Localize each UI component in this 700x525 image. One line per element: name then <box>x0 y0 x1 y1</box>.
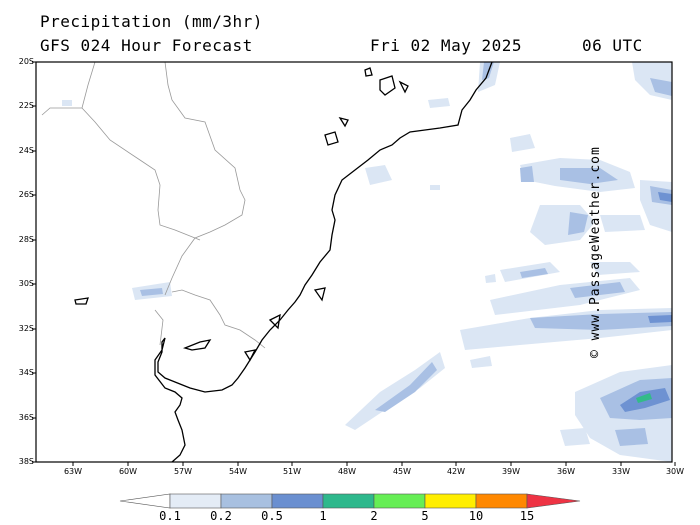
lon-label: 57W <box>173 467 193 476</box>
lon-label: 48W <box>337 467 357 476</box>
lat-label: 26S <box>18 190 34 199</box>
legend-swatch-0.5 <box>271 493 324 509</box>
legend-label: 0.1 <box>159 509 181 523</box>
legend-swatch-0.1 <box>169 493 222 509</box>
lat-label: 28S <box>18 235 34 244</box>
forecast-date: Fri 02 May 2025 <box>370 36 522 55</box>
lon-label: 30W <box>665 467 685 476</box>
country-borders <box>41 61 266 349</box>
lon-label: 45W <box>392 467 412 476</box>
site-credit: © www.PassageWeather.com <box>588 146 603 358</box>
lat-label: 36S <box>18 413 34 422</box>
legend-label: 2 <box>370 509 378 523</box>
lat-label: 24S <box>18 146 34 155</box>
precipitation-field <box>62 62 672 462</box>
lat-label: 22S <box>18 101 34 110</box>
legend-swatch-5 <box>424 493 477 509</box>
legend-arrow-low <box>119 493 171 509</box>
lat-label: 38S <box>18 457 34 466</box>
legend-label: 5 <box>421 509 429 523</box>
legend-swatch-0.2 <box>220 493 273 509</box>
lon-label: 63W <box>63 467 83 476</box>
forecast-time: 06 UTC <box>582 36 643 55</box>
lon-label: 42W <box>446 467 466 476</box>
lon-label: 54W <box>228 467 248 476</box>
legend-swatch-10 <box>475 493 528 509</box>
legend-label: 10 <box>468 509 484 523</box>
lon-label: 60W <box>118 467 138 476</box>
lat-label: 20S <box>18 57 34 66</box>
coastline <box>74 61 493 463</box>
map-frame <box>35 61 673 463</box>
precipitation-field-heavy <box>636 393 652 403</box>
lon-label: 51W <box>282 467 302 476</box>
lat-label: 34S <box>18 368 34 377</box>
model-subtitle: GFS 024 Hour Forecast <box>40 36 253 55</box>
legend-label: 15 <box>519 509 535 523</box>
legend-label: 1 <box>319 509 327 523</box>
legend-label: 0.2 <box>210 509 232 523</box>
axis-ticks <box>32 61 676 466</box>
lon-label: 36W <box>556 467 576 476</box>
legend-swatch-1 <box>322 493 375 509</box>
legend-colorbar <box>119 493 581 509</box>
legend-swatch-2 <box>373 493 426 509</box>
map-title: Precipitation (mm/3hr) <box>40 12 263 31</box>
lat-label: 30S <box>18 279 34 288</box>
legend-label: 0.5 <box>261 509 283 523</box>
lon-label: 39W <box>501 467 521 476</box>
lat-label: 32S <box>18 324 34 333</box>
lon-label: 33W <box>611 467 631 476</box>
legend-arrow-high <box>526 493 581 509</box>
